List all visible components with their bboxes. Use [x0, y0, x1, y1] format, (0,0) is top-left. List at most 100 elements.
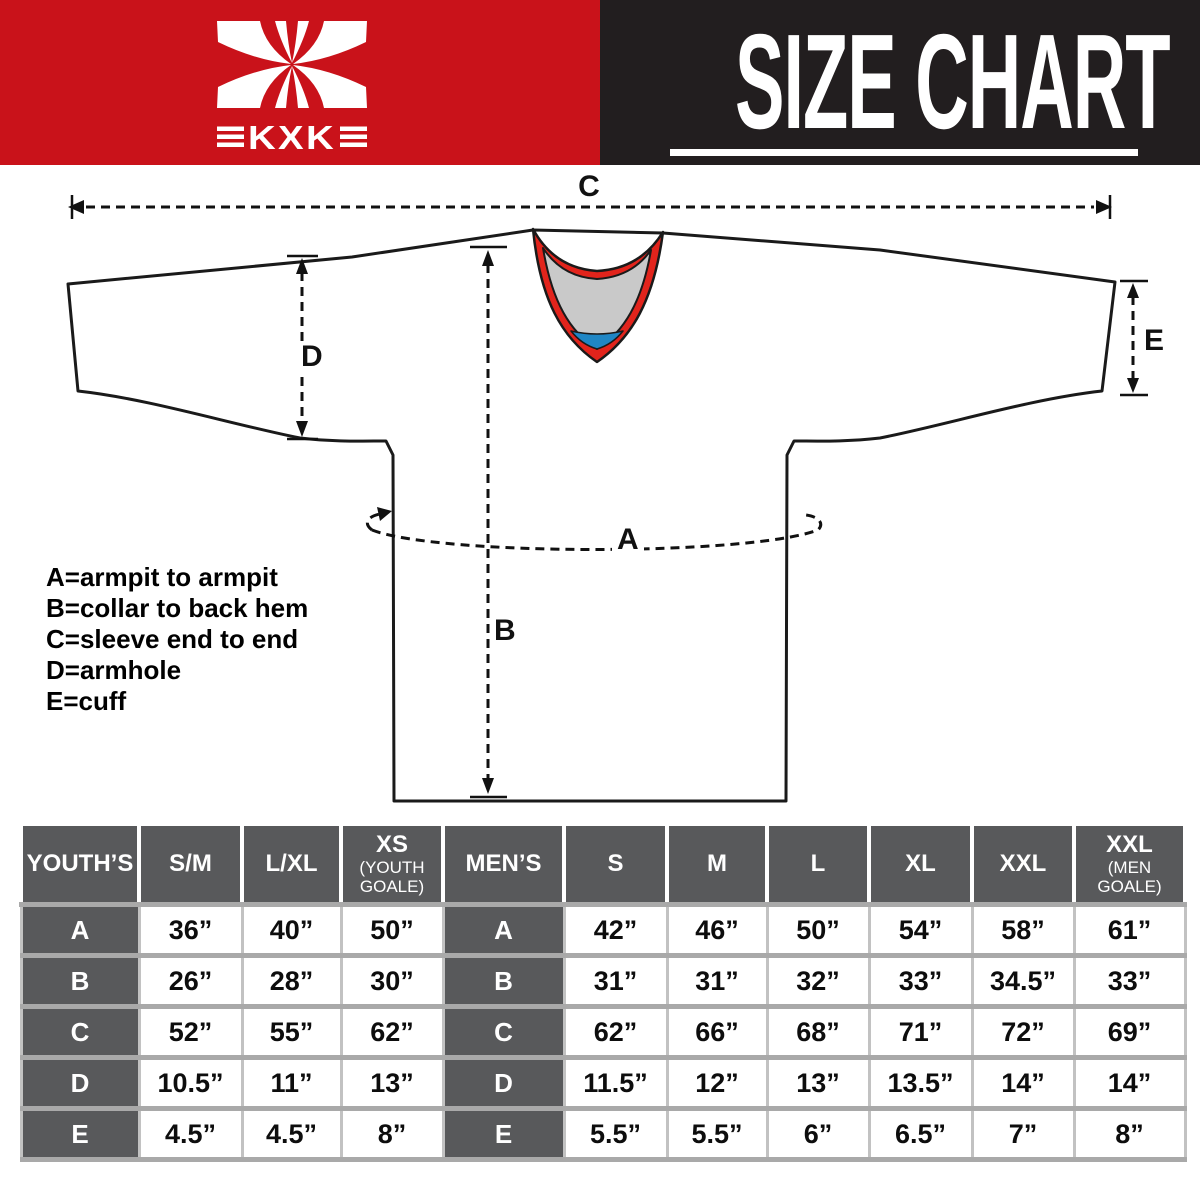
top-banner: KXK SIZE CHART: [0, 0, 1200, 165]
size-value-cell: 42”: [562, 902, 669, 958]
size-value-cell: 46”: [665, 902, 769, 958]
size-value-cell: 71”: [867, 1004, 974, 1060]
row-label-cell: B: [19, 953, 141, 1009]
column-header-cell: YOUTH’S: [19, 822, 141, 907]
size-value-cell: 58”: [970, 902, 1076, 958]
legend-line: E=cuff: [46, 686, 127, 716]
size-value-cell: 54”: [867, 902, 974, 958]
size-value-cell: 62”: [562, 1004, 669, 1060]
size-value-cell: 50”: [339, 902, 445, 958]
column-header-cell: XXL (MEN GOALE): [1072, 822, 1187, 907]
brand-panel: KXK: [0, 0, 600, 165]
collar-accent-blue: [570, 330, 624, 350]
size-value-cell: 13”: [339, 1055, 445, 1111]
arrow-label-b: B: [494, 614, 516, 647]
size-value-cell: 61”: [1072, 902, 1187, 958]
size-value-cell: 6.5”: [867, 1106, 974, 1162]
size-value-cell: 69”: [1072, 1004, 1187, 1060]
size-value-cell: 8”: [1072, 1106, 1187, 1162]
size-value-cell: 12”: [665, 1055, 769, 1111]
title-underline: [670, 149, 1138, 156]
size-value-cell: 52”: [137, 1004, 244, 1060]
size-value-cell: 72”: [970, 1004, 1076, 1060]
row-label-cell: A: [19, 902, 141, 958]
legend-line: C=sleeve end to end: [46, 624, 299, 654]
size-value-cell: 14”: [1072, 1055, 1187, 1111]
title-panel: SIZE CHART: [600, 0, 1200, 165]
size-value-cell: 5.5”: [562, 1106, 669, 1162]
kxk-wordmark-bars: [217, 126, 367, 147]
row-label-cell: E: [19, 1106, 141, 1162]
column-header-cell: MEN’S: [441, 822, 566, 907]
collar-inner-gray: [542, 247, 652, 350]
arrow-label-e: E: [1144, 324, 1164, 357]
jersey-outline: [66, 228, 1117, 803]
size-value-cell: 55”: [240, 1004, 343, 1060]
measure-arrow-a: [365, 512, 823, 551]
size-value-cell: 4.5”: [137, 1106, 244, 1162]
size-value-cell: 40”: [240, 902, 343, 958]
size-value-cell: 32”: [765, 953, 871, 1009]
row-label-cell: C: [19, 1004, 141, 1060]
size-value-cell: 33”: [1072, 953, 1187, 1009]
size-value-cell: 28”: [240, 953, 343, 1009]
column-header-cell: S: [562, 822, 669, 907]
size-value-cell: 66”: [665, 1004, 769, 1060]
size-value-cell: 68”: [765, 1004, 871, 1060]
size-value-cell: 50”: [765, 902, 871, 958]
row-label-cell: A: [441, 902, 566, 958]
size-value-cell: 26”: [137, 953, 244, 1009]
column-header-cell: L/XL: [240, 822, 343, 907]
legend-line: B=collar to back hem: [46, 593, 309, 623]
table-row: B 26” 28” 30” B 31” 31” 32” 33” 34.5” 33”: [19, 953, 1187, 1009]
measure-arrow-b: [470, 245, 507, 799]
size-value-cell: 4.5”: [240, 1106, 343, 1162]
column-header-cell: XS (YOUTH GOALE): [339, 822, 445, 907]
column-header-cell: L: [765, 822, 871, 907]
kxk-wordmark: KXK: [248, 119, 336, 154]
kxk-logo-icon: KXK: [217, 21, 367, 154]
arrow-label-c: C: [578, 170, 600, 203]
size-value-cell: 7”: [970, 1106, 1076, 1162]
table-row: E 4.5” 4.5” 8” E 5.5” 5.5” 6” 6.5” 7” 8”: [19, 1106, 1187, 1162]
size-value-cell: 34.5”: [970, 953, 1076, 1009]
size-value-cell: 13”: [765, 1055, 871, 1111]
table-row: D 10.5” 11” 13” D 11.5” 12” 13” 13.5” 14” 14”: [19, 1055, 1187, 1111]
row-label-cell: E: [441, 1106, 566, 1162]
jersey-diagram: C D B A E: [66, 170, 1164, 803]
size-value-cell: 33”: [867, 953, 974, 1009]
size-value-cell: 5.5”: [665, 1106, 769, 1162]
legend-line: A=armpit to armpit: [46, 562, 278, 592]
size-value-cell: 31”: [562, 953, 669, 1009]
size-value-cell: 8”: [339, 1106, 445, 1162]
kxk-emblem-top: [217, 21, 367, 64]
table-header-row: YOUTH’S S/M L/XL XS (YOUTH GOALE) MEN’S S M L XL X…: [19, 822, 1187, 907]
size-value-cell: 30”: [339, 953, 445, 1009]
measure-arrow-e: [1120, 279, 1148, 397]
column-header-cell: M: [665, 822, 769, 907]
size-table: YOUTH’S S/M L/XL XS (YOUTH GOALE) MEN’S S M L XL X…: [19, 822, 1187, 1162]
column-header-cell: XL: [867, 822, 974, 907]
arrow-label-a: A: [617, 523, 639, 556]
legend-line: D=armhole: [46, 655, 182, 685]
size-value-cell: 31”: [665, 953, 769, 1009]
table-row: A 36” 40” 50” A 42” 46” 50” 54” 58” 61”: [19, 902, 1187, 958]
size-table-wrap: YOUTH’S S/M L/XL XS (YOUTH GOALE) MEN’S S M L XL X…: [19, 822, 1187, 1162]
size-value-cell: 14”: [970, 1055, 1076, 1111]
column-header-cell: XXL: [970, 822, 1076, 907]
size-value-cell: 11.5”: [562, 1055, 669, 1111]
measurement-legend: A=armpit to armpit B=collar to back hem C=…: [46, 562, 308, 717]
size-value-cell: 6”: [765, 1106, 871, 1162]
size-value-cell: 62”: [339, 1004, 445, 1060]
row-label-cell: D: [19, 1055, 141, 1111]
table-body: A 36” 40” 50” A 42” 46” 50” 54” 58” 61” B 26” 28” 30” B…: [19, 902, 1187, 1162]
size-value-cell: 36”: [137, 902, 244, 958]
size-value-cell: 13.5”: [867, 1055, 974, 1111]
arrow-label-d: D: [301, 340, 323, 373]
table-row: C 52” 55” 62” C 62” 66” 68” 71” 72” 69”: [19, 1004, 1187, 1060]
row-label-cell: B: [441, 953, 566, 1009]
row-label-cell: C: [441, 1004, 566, 1060]
row-label-cell: D: [441, 1055, 566, 1111]
size-value-cell: 10.5”: [137, 1055, 244, 1111]
size-value-cell: 11”: [240, 1055, 343, 1111]
